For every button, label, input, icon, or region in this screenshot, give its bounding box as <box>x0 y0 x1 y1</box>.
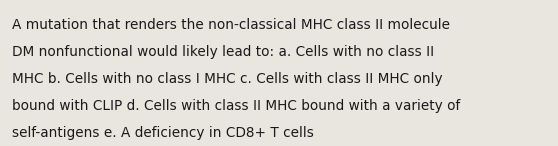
Text: self-antigens e. A deficiency in CD8+ T cells: self-antigens e. A deficiency in CD8+ T … <box>12 126 314 140</box>
Text: A mutation that renders the non-classical MHC class II molecule: A mutation that renders the non-classica… <box>12 18 450 32</box>
Text: MHC b. Cells with no class I MHC c. Cells with class II MHC only: MHC b. Cells with no class I MHC c. Cell… <box>12 72 443 86</box>
Text: DM nonfunctional would likely lead to: a. Cells with no class II: DM nonfunctional would likely lead to: a… <box>12 45 434 59</box>
Text: bound with CLIP d. Cells with class II MHC bound with a variety of: bound with CLIP d. Cells with class II M… <box>12 99 460 113</box>
